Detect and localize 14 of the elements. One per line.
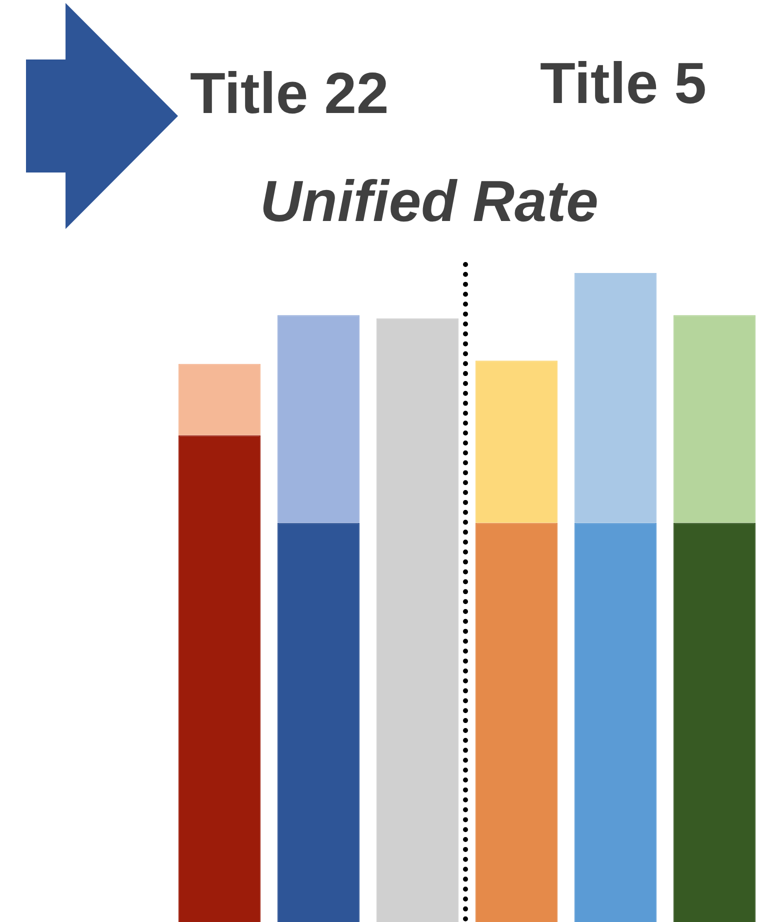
text: Title 22 [190,60,389,127]
bar [277,315,360,523]
bar [178,435,261,922]
text: Title 5 [540,50,707,117]
bar [277,522,360,922]
bar [574,522,657,922]
bar [178,364,261,436]
bar [376,318,459,922]
bar [673,522,756,922]
bar [574,273,657,523]
bar [673,315,756,523]
chart-title: Unified Rate [260,168,598,235]
bar [475,360,558,523]
bar [475,522,558,922]
